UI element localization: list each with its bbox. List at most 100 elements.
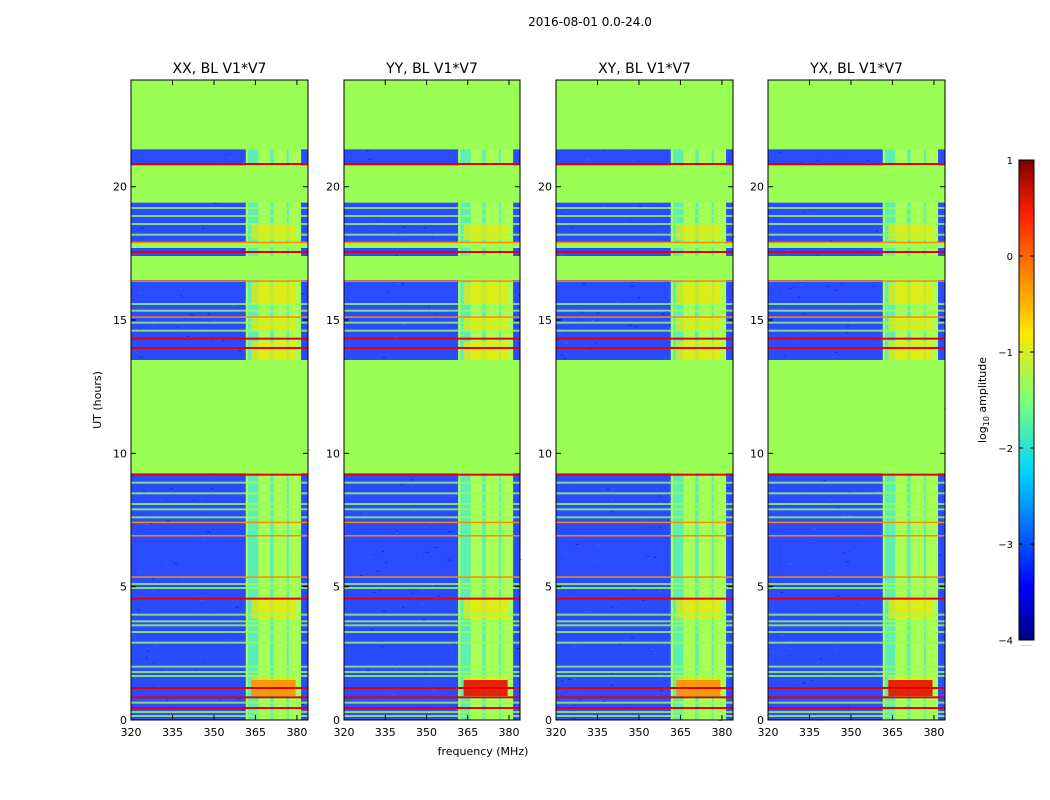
texture-speck bbox=[768, 221, 773, 223]
flag-line bbox=[556, 223, 733, 225]
texture-speck bbox=[178, 577, 180, 579]
rfi-patch bbox=[676, 282, 721, 304]
orange-rfi-line bbox=[768, 521, 945, 524]
flag-line bbox=[344, 675, 520, 677]
texture-speck bbox=[237, 698, 242, 700]
x-tick-label: 380 bbox=[499, 726, 520, 739]
flag-line bbox=[556, 620, 733, 623]
red-rfi-line bbox=[556, 473, 733, 476]
texture-speck bbox=[411, 510, 416, 512]
texture-speck bbox=[422, 618, 426, 620]
rfi-patch bbox=[463, 282, 508, 304]
texture-speck bbox=[138, 571, 141, 573]
texture-speck bbox=[368, 158, 373, 160]
texture-speck bbox=[369, 353, 371, 355]
texture-speck bbox=[560, 354, 564, 356]
texture-speck bbox=[835, 595, 840, 597]
texture-speck bbox=[138, 292, 143, 294]
red-rfi-line bbox=[768, 696, 945, 699]
texture-speck bbox=[345, 613, 347, 615]
texture-speck bbox=[219, 699, 221, 701]
orange-rfi-line bbox=[344, 280, 520, 282]
texture-speck bbox=[167, 481, 170, 483]
texture-speck bbox=[145, 656, 147, 658]
texture-speck bbox=[515, 294, 519, 296]
texture-speck bbox=[376, 570, 380, 572]
flag-line bbox=[131, 715, 308, 717]
panel-title: YX, BL V1*V7 bbox=[809, 61, 903, 77]
panel-title: XX, BL V1*V7 bbox=[173, 61, 267, 77]
flag-line bbox=[344, 309, 520, 312]
texture-speck bbox=[366, 670, 371, 672]
texture-speck bbox=[397, 283, 401, 285]
flag-line bbox=[768, 309, 945, 312]
flag-line bbox=[344, 215, 520, 217]
flag-line bbox=[768, 223, 945, 225]
red-rfi-line bbox=[131, 707, 308, 709]
texture-speck bbox=[517, 205, 519, 207]
nodata-region bbox=[556, 80, 733, 150]
texture-speck bbox=[403, 239, 407, 241]
texture-speck bbox=[868, 157, 871, 159]
texture-speck bbox=[653, 556, 657, 558]
orange-rfi-line bbox=[556, 521, 733, 524]
texture-speck bbox=[379, 646, 384, 648]
orange-rfi-line bbox=[131, 576, 308, 578]
texture-speck bbox=[728, 609, 732, 611]
flag-line bbox=[768, 508, 945, 511]
texture-speck bbox=[379, 218, 384, 220]
texture-speck bbox=[840, 282, 843, 284]
texture-speck bbox=[300, 703, 305, 705]
flag-line bbox=[131, 613, 308, 616]
y-tick-label: 10 bbox=[538, 447, 552, 460]
texture-speck bbox=[199, 497, 203, 499]
red-rfi-line bbox=[556, 696, 733, 699]
texture-speck bbox=[582, 282, 586, 284]
texture-speck bbox=[779, 151, 782, 153]
x-tick-label: 365 bbox=[670, 726, 691, 739]
texture-speck bbox=[770, 288, 772, 290]
rfi-patch bbox=[463, 224, 508, 240]
x-tick-label: 365 bbox=[245, 726, 266, 739]
texture-speck bbox=[653, 651, 657, 653]
texture-speck bbox=[564, 553, 568, 555]
texture-speck bbox=[154, 279, 158, 281]
texture-speck bbox=[563, 357, 567, 359]
texture-speck bbox=[575, 692, 577, 694]
rfi-patch bbox=[463, 341, 508, 360]
texture-speck bbox=[187, 534, 189, 536]
flag-line bbox=[344, 641, 520, 644]
red-rfi-line bbox=[768, 597, 945, 600]
texture-speck bbox=[350, 358, 353, 360]
texture-speck bbox=[852, 599, 854, 601]
texture-speck bbox=[784, 355, 787, 357]
flag-line bbox=[556, 624, 733, 627]
texture-speck bbox=[798, 682, 801, 684]
red-rfi-line bbox=[768, 707, 945, 709]
orange-rfi-line bbox=[768, 535, 945, 537]
texture-speck bbox=[569, 479, 572, 481]
texture-speck bbox=[431, 684, 433, 686]
nodata-region bbox=[556, 242, 733, 248]
flag-line bbox=[131, 665, 308, 668]
red-rfi-line bbox=[344, 473, 520, 476]
nodata-region bbox=[131, 80, 308, 150]
texture-speck bbox=[146, 524, 149, 526]
texture-speck bbox=[666, 287, 669, 289]
texture-speck bbox=[241, 709, 246, 711]
texture-speck bbox=[431, 689, 435, 691]
texture-speck bbox=[844, 627, 846, 629]
texture-speck bbox=[241, 248, 246, 250]
heatmap-panel-yx: YX, BL V1*V7 320 335 350 365 380 0 5 10 15 20 bbox=[750, 61, 947, 739]
flag-line bbox=[344, 701, 520, 704]
texture-speck bbox=[616, 603, 619, 605]
texture-speck bbox=[395, 254, 399, 256]
texture-speck bbox=[802, 488, 805, 490]
texture-speck bbox=[242, 356, 245, 358]
texture-speck bbox=[176, 327, 179, 329]
orange-rfi-line bbox=[131, 521, 308, 524]
texture-speck bbox=[232, 616, 234, 618]
texture-speck bbox=[602, 700, 605, 702]
flag-line bbox=[768, 583, 945, 585]
texture-speck bbox=[595, 342, 599, 344]
